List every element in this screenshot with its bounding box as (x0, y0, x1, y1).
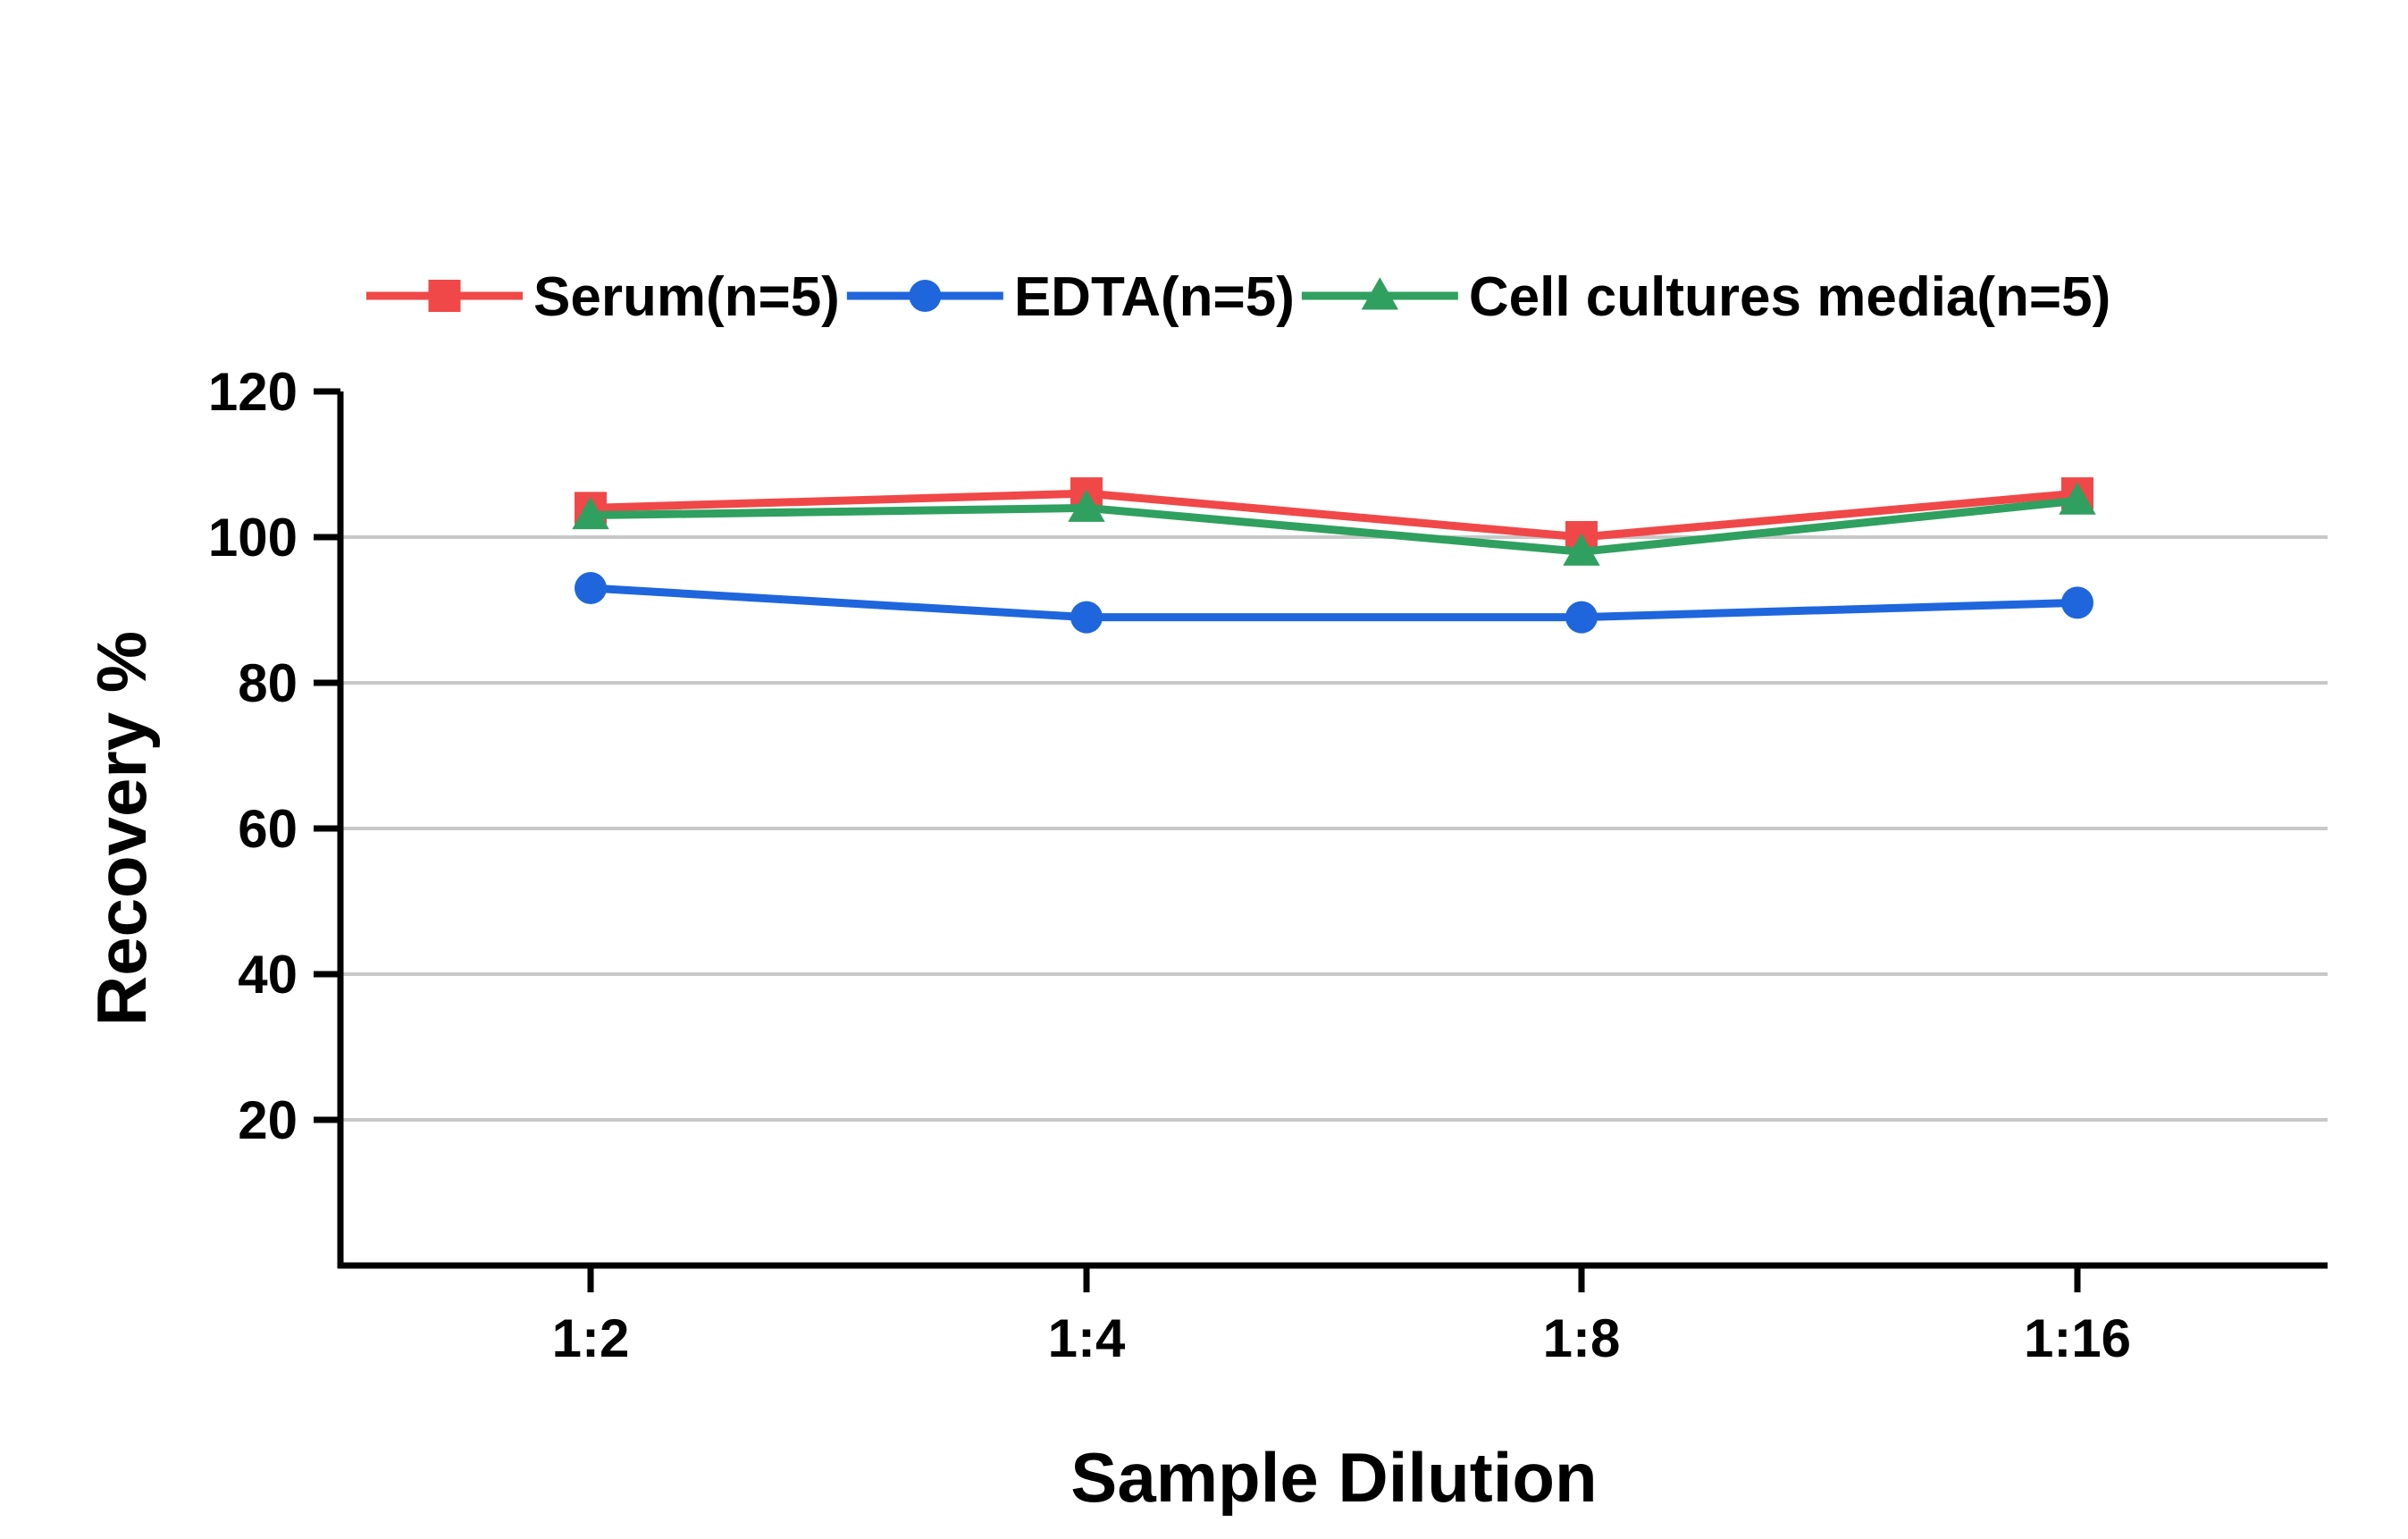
data-point (1070, 601, 1103, 634)
series-line (590, 496, 2078, 556)
x-tick-label: 1:8 (1543, 1308, 1621, 1368)
data-point (1068, 489, 1105, 522)
y-tick-label: 80 (238, 653, 298, 713)
legend: Serum(n=5) EDTA(n=5) Cell cultures media(n… (366, 266, 2110, 328)
data-point (1565, 601, 1598, 634)
series (572, 477, 2096, 634)
legend-marker (1361, 277, 1399, 310)
x-axis-title: Sample Dilution (1070, 1438, 1597, 1517)
y-tick-label: 40 (238, 945, 298, 1005)
x-tick-label: 1:2 (552, 1308, 630, 1368)
gridlines (340, 535, 2328, 1122)
x-tick-label: 1:16 (2024, 1308, 2131, 1368)
axes: 20 40 60 80 100 120 1:2 1:4 1:8 1:16 (208, 362, 2328, 1368)
data-point (575, 572, 607, 605)
legend-label: Cell cultures media(n=5) (1469, 266, 2110, 328)
legend-marker (909, 280, 942, 312)
x-tick-label: 1:4 (1048, 1308, 1126, 1368)
data-point (1563, 533, 1600, 566)
legend-marker (428, 280, 461, 312)
y-tick-label: 20 (238, 1090, 298, 1150)
data-point (572, 496, 609, 530)
legend-label: EDTA(n=5) (1014, 266, 1295, 328)
series-line (590, 584, 2078, 622)
y-tick-label: 120 (208, 362, 298, 422)
legend-item-2: Cell cultures media(n=5) (1301, 266, 2110, 328)
data-point (2061, 586, 2093, 619)
y-tick-label: 100 (208, 508, 298, 568)
series-1 (575, 572, 2093, 634)
y-tick-label: 60 (238, 799, 298, 859)
series-line (590, 489, 2078, 542)
data-point (2059, 482, 2096, 515)
legend-item-0: Serum(n=5) (366, 266, 840, 328)
series-2 (572, 482, 2096, 566)
legend-label: Serum(n=5) (533, 266, 840, 328)
y-axis-title: Recovery % (82, 631, 161, 1026)
legend-item-1: EDTA(n=5) (846, 266, 1295, 328)
